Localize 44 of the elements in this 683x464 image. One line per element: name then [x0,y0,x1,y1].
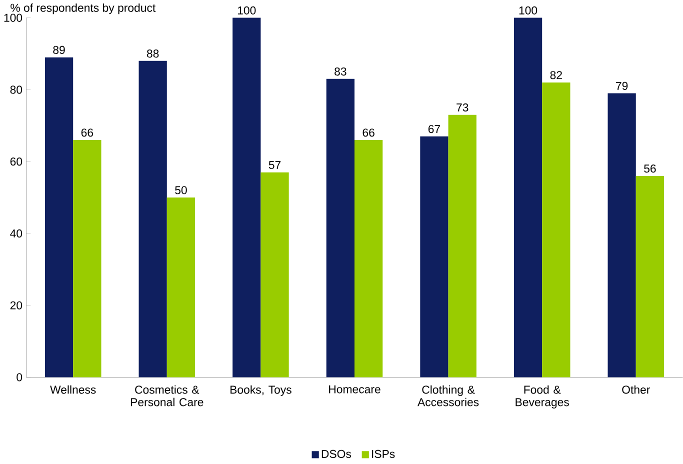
data-label: 82 [550,71,562,80]
data-label: 89 [53,46,65,54]
y-tick-label: 20 [10,302,22,310]
bar [636,176,664,378]
data-label: 57 [268,161,281,170]
y-axis-title: % of respondents by product [10,4,156,14]
x-tick-label: Clothing & Accessories [418,386,479,406]
x-tick-label: Food & Beverages [516,386,569,409]
data-label: 88 [146,50,159,58]
bar [326,79,354,378]
bar [232,18,261,378]
bar [608,93,636,378]
y-tick-label: 0 [16,373,22,382]
bar [514,18,542,378]
bar [166,198,196,378]
data-label: 83 [334,68,346,76]
legend-label: ISPs [372,450,395,458]
y-tick-label: 80 [10,86,22,94]
x-tick-label: Cosmetics & Personal Care [131,386,204,406]
data-label: 50 [175,186,187,194]
bar [260,172,289,378]
bar [73,140,102,378]
data-label: 67 [428,125,440,134]
x-tick-label: Wellness [50,386,96,394]
data-label: 100 [519,6,538,15]
data-label: 56 [644,164,656,173]
bar [354,140,383,378]
y-tick-label: 100 [4,14,22,22]
bar [542,82,570,378]
y-tick-label: 40 [10,230,22,238]
data-label: 79 [616,82,628,90]
bar [138,61,167,378]
data-label: 66 [362,128,374,137]
x-tick-label: Homecare [329,386,380,394]
bar [420,136,448,378]
y-tick-label: 60 [10,158,22,166]
legend-label: DSOs [322,450,352,458]
x-tick-label: Books, Toys [230,386,292,396]
data-label: 66 [81,128,94,137]
data-label: 73 [456,104,468,112]
bar [448,115,476,378]
data-label: 100 [238,6,256,15]
bar [44,58,74,378]
x-tick-label: Other [622,386,650,394]
